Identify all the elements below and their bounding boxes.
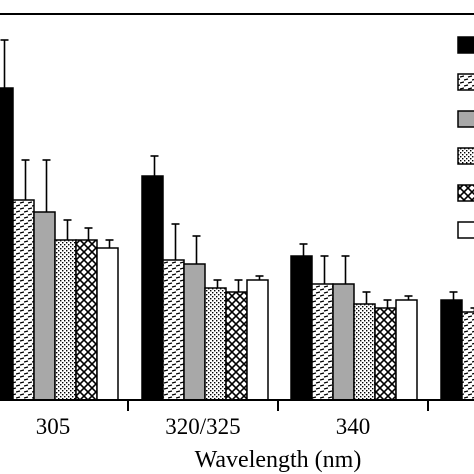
bar-1-2 (183, 263, 206, 401)
bar-1-4 (225, 291, 248, 401)
legend-swatch-0 (457, 36, 474, 54)
x-tick-label-1: 320/325 (165, 414, 240, 439)
x-axis-title: Wavelength (nm) (195, 447, 362, 473)
bar-3-1 (461, 311, 474, 401)
bar-2-4 (374, 307, 397, 401)
bar-1-3 (204, 287, 227, 401)
bar-0-2 (33, 211, 56, 401)
legend (457, 36, 474, 239)
legend-swatch-2 (457, 110, 474, 128)
bar-2-0 (290, 255, 313, 401)
bar-3-0 (440, 299, 463, 401)
bar-1-0 (141, 175, 164, 401)
x-axis-ticks: 305 320/325 340 (36, 400, 429, 439)
legend-swatch-5 (457, 221, 474, 239)
legend-swatch-1 (457, 73, 474, 91)
x-tick-label-2: 340 (336, 414, 371, 439)
bar-0-5 (96, 247, 119, 401)
bar-2-3 (353, 303, 376, 401)
bar-1-5 (246, 279, 269, 401)
bar-0-4 (75, 239, 98, 401)
legend-swatch-3 (457, 147, 474, 165)
legend-swatch-4 (457, 184, 474, 202)
bar-0-3 (54, 239, 77, 401)
bar-2-1 (311, 283, 334, 401)
x-tick-label-0: 305 (36, 414, 71, 439)
bar-0-0 (0, 87, 14, 401)
bars (0, 39, 474, 401)
bar-2-2 (332, 283, 355, 401)
bar-2-5 (395, 299, 418, 401)
bar-1-1 (162, 259, 185, 401)
bar-0-1 (12, 199, 35, 401)
